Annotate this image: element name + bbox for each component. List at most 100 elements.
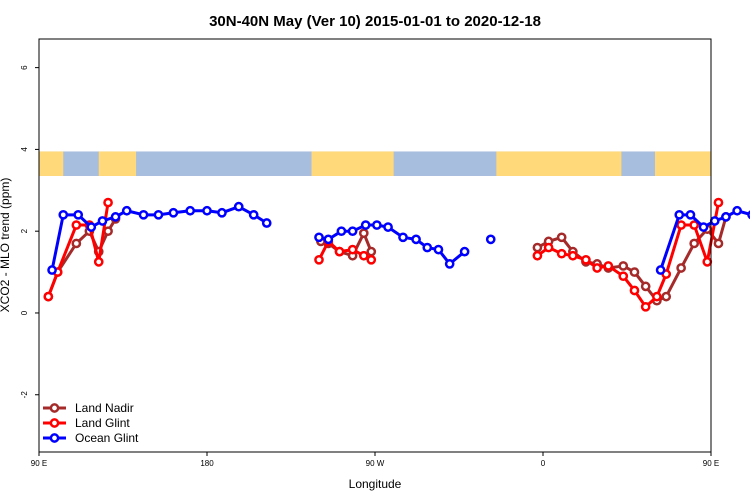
data-point-land-nadir [640,281,651,292]
data-point-land-nadir [676,263,686,273]
data-point-land-nadir [629,267,640,277]
data-point-land-nadir [366,246,377,257]
series-ocean-glint [47,201,750,275]
data-point-land-glint [532,250,543,261]
data-point-land-glint [581,254,591,265]
data-point-ocean-glint [138,209,149,220]
x-axis: 90 E 180 90 W 0 90 E [31,452,719,468]
data-point-ocean-glint [383,222,393,232]
data-point-ocean-glint [58,209,69,220]
chart-title: 30N-40N May (Ver 10) 2015-01-01 to 2020-… [209,13,541,30]
y-axis-label: XCO2 - MLO trend (ppm) [0,178,12,313]
plot-frame [38,38,712,453]
map-land [98,151,137,176]
x-tick-label: 90 E [31,459,47,468]
series-line-land-glint [536,202,720,309]
data-point-land-glint [676,220,686,230]
data-point-ocean-glint [47,265,57,275]
data-point-ocean-glint [153,209,164,220]
legend-label: Ocean Glint [75,431,139,445]
map-land [311,151,394,176]
data-point-ocean-glint [185,205,196,216]
data-point-ocean-glint [217,207,227,218]
data-point-ocean-glint [97,216,108,226]
data-point-land-nadir [689,238,700,249]
y-tick-label: 2 [20,228,29,233]
data-point-ocean-glint [411,234,421,245]
data-point-land-glint [334,246,345,257]
data-point-ocean-glint [202,205,212,216]
data-point-land-glint [640,301,651,312]
legend-swatch-marker [49,403,60,413]
x-axis-label: Longitude [349,477,402,491]
map-land [496,151,622,176]
data-point-ocean-glint [314,232,324,243]
data-point-land-nadir [71,238,82,249]
data-point-land-glint [366,254,377,265]
legend-swatch-marker [49,433,60,443]
data-point-ocean-glint [73,209,84,220]
data-point-land-glint [43,291,54,302]
data-point-ocean-glint [336,226,347,237]
data-point-ocean-glint [485,234,496,245]
data-point-land-glint [358,250,369,261]
data-point-land-nadir [661,291,672,302]
series-layer [43,197,750,312]
data-point-ocean-glint [248,209,259,220]
data-point-ocean-glint [398,232,408,243]
data-point-ocean-glint [110,212,121,222]
data-point-ocean-glint [444,259,455,269]
y-tick-label: -2 [20,391,29,399]
data-point-ocean-glint [721,212,731,222]
data-point-land-glint [314,254,324,265]
map-band [39,151,711,176]
data-point-ocean-glint [433,244,444,255]
data-point-land-nadir [713,238,724,249]
map-land [39,151,64,176]
data-point-land-glint [652,291,662,302]
legend-swatch-marker [49,418,60,428]
legend-item-ocean-glint: Ocean Glint [43,431,139,445]
data-point-land-glint [603,261,614,271]
data-point-ocean-glint [709,216,720,226]
data-point-land-glint [93,257,104,267]
data-point-ocean-glint [674,209,685,220]
data-point-land-glint [618,271,629,282]
data-point-ocean-glint [459,246,470,257]
data-point-ocean-glint [698,222,709,232]
data-point-land-glint [592,263,602,273]
x-tick-label: 0 [541,459,546,468]
legend-item-land-glint: Land Glint [43,416,130,430]
data-point-land-glint [103,197,113,208]
y-tick-label: 6 [20,65,29,70]
series-line-ocean-glint [50,205,268,271]
data-point-land-nadir [103,226,113,237]
data-point-land-glint [556,248,567,259]
data-point-land-nadir [618,261,629,271]
data-point-ocean-glint [372,220,382,230]
data-point-ocean-glint [86,222,97,232]
x-tick-label: 90 E [703,459,719,468]
y-tick-label: 0 [20,310,29,315]
data-point-land-glint [713,197,724,208]
data-point-land-glint [347,244,358,255]
data-point-land-nadir [532,242,543,253]
data-point-land-glint [629,285,640,296]
data-point-ocean-glint [121,205,132,216]
data-point-ocean-glint [347,226,358,237]
x-tick-label: 180 [200,459,214,468]
data-point-ocean-glint [732,205,742,216]
data-point-ocean-glint [261,218,272,228]
data-point-ocean-glint [323,234,334,245]
x-tick-label: 90 W [366,459,385,468]
map-land [655,151,711,176]
data-point-ocean-glint [422,242,433,253]
data-point-land-nadir [358,228,369,239]
data-point-ocean-glint [233,201,244,212]
data-point-land-glint [702,257,713,267]
data-point-land-glint [543,242,554,253]
data-point-land-glint [568,250,578,261]
data-point-ocean-glint [655,265,666,275]
